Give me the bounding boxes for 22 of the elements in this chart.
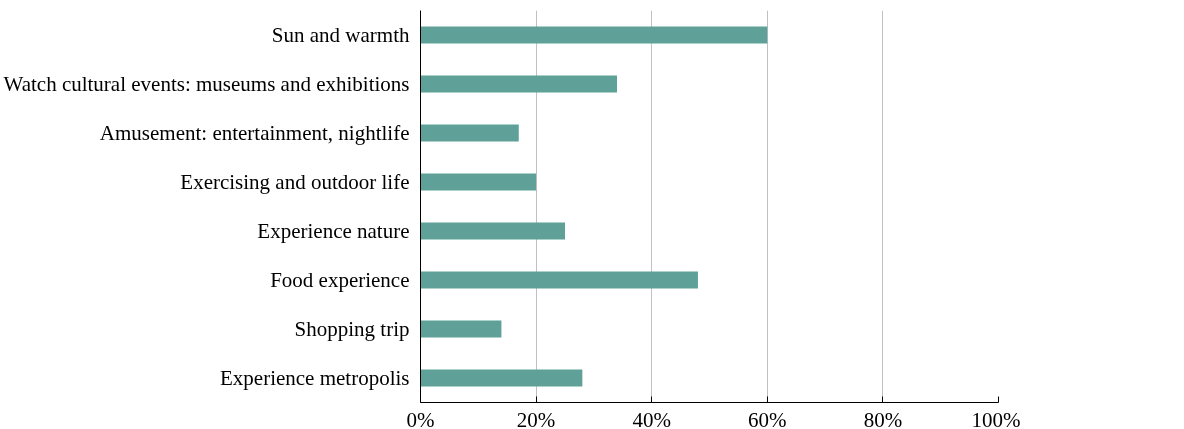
- bar: [420, 124, 519, 142]
- x-tick-label: 40%: [632, 407, 671, 429]
- y-tick-label: Shopping trip: [294, 317, 410, 341]
- x-tick-label: 0%: [406, 407, 435, 429]
- x-tick-label: 80%: [863, 407, 903, 429]
- y-tick-label: Experience metropolis: [219, 366, 410, 390]
- x-tick-label: 60%: [748, 407, 787, 429]
- y-tick-label: Sun and warmth: [271, 23, 410, 47]
- y-tick-label: Exercising and outdoor life: [180, 170, 410, 194]
- bar: [420, 173, 537, 191]
- y-tick-label: Amusement: entertainment, nightlife: [99, 121, 410, 145]
- y-tick-label: Watch cultural events: museums and exhibitions: [3, 72, 410, 96]
- bar: [420, 369, 583, 387]
- bar: [420, 271, 698, 289]
- bar: [420, 320, 502, 338]
- bar: [420, 26, 768, 44]
- y-tick-label: Experience nature: [257, 219, 410, 243]
- x-tick-label: 20%: [516, 407, 556, 429]
- x-tick-label: 100%: [971, 407, 1021, 429]
- y-tick-label: Food experience: [270, 268, 410, 292]
- bar: [420, 222, 565, 240]
- bar: [420, 75, 618, 93]
